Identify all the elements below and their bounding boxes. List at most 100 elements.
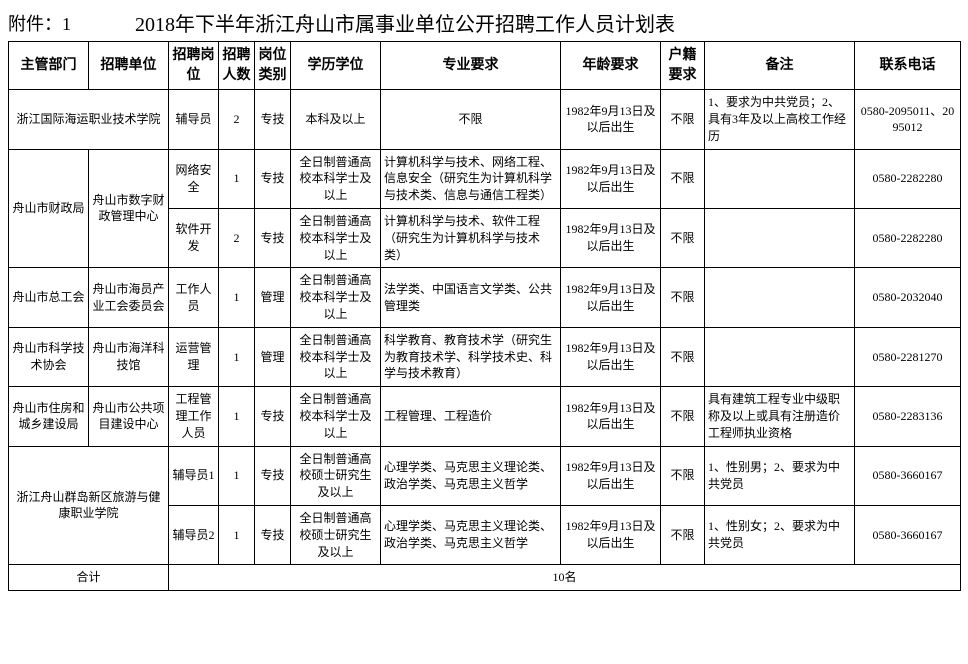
cell-num: 1 bbox=[219, 327, 255, 386]
cell-edu: 全日制普通高校硕士研究生及以上 bbox=[291, 505, 381, 564]
cell-phone: 0580-2282280 bbox=[855, 149, 961, 208]
table-row: 舟山市住房和城乡建设局 舟山市公共项目建设中心 工程管理工作人员 1 专技 全日… bbox=[9, 387, 961, 446]
table-row: 舟山市科学技术协会 舟山市海洋科技馆 运营管理 1 管理 全日制普通高校本科学士… bbox=[9, 327, 961, 386]
col-phone: 联系电话 bbox=[855, 42, 961, 90]
col-cat: 岗位类别 bbox=[255, 42, 291, 90]
cell-unit: 舟山市海洋科技馆 bbox=[89, 327, 169, 386]
cell-major: 心理学类、马克思主义理论类、政治学类、马克思主义哲学 bbox=[381, 446, 561, 505]
cell-num: 1 bbox=[219, 387, 255, 446]
cell-age: 1982年9月13日及以后出生 bbox=[561, 149, 661, 208]
cell-age: 1982年9月13日及以后出生 bbox=[561, 327, 661, 386]
cell-edu: 全日制普通高校硕士研究生及以上 bbox=[291, 446, 381, 505]
cell-edu: 全日制普通高校本科学士及以上 bbox=[291, 149, 381, 208]
cell-age: 1982年9月13日及以后出生 bbox=[561, 268, 661, 327]
cell-phone: 0580-3660167 bbox=[855, 446, 961, 505]
header-row: 主管部门 招聘单位 招聘岗位 招聘人数 岗位类别 学历学位 专业要求 年龄要求 … bbox=[9, 42, 961, 90]
cell-note bbox=[705, 268, 855, 327]
total-label: 合计 bbox=[9, 565, 169, 591]
cell-age: 1982年9月13日及以后出生 bbox=[561, 387, 661, 446]
cell-num: 1 bbox=[219, 149, 255, 208]
col-num: 招聘人数 bbox=[219, 42, 255, 90]
cell-age: 1982年9月13日及以后出生 bbox=[561, 446, 661, 505]
cell-post: 网络安全 bbox=[169, 149, 219, 208]
cell-hukou: 不限 bbox=[661, 208, 705, 267]
col-edu: 学历学位 bbox=[291, 42, 381, 90]
cell-note: 具有建筑工程专业中级职称及以上或具有注册造价工程师执业资格 bbox=[705, 387, 855, 446]
cell-major: 不限 bbox=[381, 90, 561, 149]
cell-phone: 0580-2095011、2095012 bbox=[855, 90, 961, 149]
cell-cat: 管理 bbox=[255, 327, 291, 386]
cell-cat: 专技 bbox=[255, 90, 291, 149]
cell-dept: 舟山市住房和城乡建设局 bbox=[9, 387, 89, 446]
cell-major: 法学类、中国语言文学类、公共管理类 bbox=[381, 268, 561, 327]
cell-post: 工程管理工作人员 bbox=[169, 387, 219, 446]
cell-note bbox=[705, 327, 855, 386]
col-hukou: 户籍要求 bbox=[661, 42, 705, 90]
cell-num: 1 bbox=[219, 446, 255, 505]
cell-post: 辅导员2 bbox=[169, 505, 219, 564]
cell-hukou: 不限 bbox=[661, 149, 705, 208]
cell-cat: 专技 bbox=[255, 505, 291, 564]
cell-dept: 舟山市财政局 bbox=[9, 149, 89, 268]
cell-note: 1、性别男；2、要求为中共党员 bbox=[705, 446, 855, 505]
cell-num: 1 bbox=[219, 268, 255, 327]
cell-post: 工作人员 bbox=[169, 268, 219, 327]
cell-phone: 0580-3660167 bbox=[855, 505, 961, 564]
cell-major: 心理学类、马克思主义理论类、政治学类、马克思主义哲学 bbox=[381, 505, 561, 564]
cell-major: 科学教育、教育技术学（研究生为教育技术学、科学技术史、科学与技术教育） bbox=[381, 327, 561, 386]
total-value: 10名 bbox=[169, 565, 961, 591]
total-row: 合计 10名 bbox=[9, 565, 961, 591]
cell-unit: 舟山市海员产业工会委员会 bbox=[89, 268, 169, 327]
cell-unit: 舟山市数字财政管理中心 bbox=[89, 149, 169, 268]
page-title: 2018年下半年浙江舟山市属事业单位公开招聘工作人员计划表 bbox=[135, 8, 675, 37]
col-age: 年龄要求 bbox=[561, 42, 661, 90]
table-row: 浙江舟山群岛新区旅游与健康职业学院 辅导员1 1 专技 全日制普通高校硕士研究生… bbox=[9, 446, 961, 505]
table-row: 浙江国际海运职业技术学院 辅导员 2 专技 本科及以上 不限 1982年9月13… bbox=[9, 90, 961, 149]
cell-edu: 本科及以上 bbox=[291, 90, 381, 149]
title-row: 附件：1 2018年下半年浙江舟山市属事业单位公开招聘工作人员计划表 bbox=[8, 8, 960, 37]
cell-post: 辅导员 bbox=[169, 90, 219, 149]
cell-post: 软件开发 bbox=[169, 208, 219, 267]
cell-cat: 管理 bbox=[255, 268, 291, 327]
attachment-label: 附件：1 bbox=[8, 10, 71, 36]
cell-note bbox=[705, 149, 855, 208]
recruitment-table: 主管部门 招聘单位 招聘岗位 招聘人数 岗位类别 学历学位 专业要求 年龄要求 … bbox=[8, 41, 961, 591]
cell-edu: 全日制普通高校本科学士及以上 bbox=[291, 327, 381, 386]
cell-major: 计算机科学与技术、软件工程（研究生为计算机科学与技术类） bbox=[381, 208, 561, 267]
cell-cat: 专技 bbox=[255, 446, 291, 505]
cell-phone: 0580-2032040 bbox=[855, 268, 961, 327]
cell-edu: 全日制普通高校本科学士及以上 bbox=[291, 268, 381, 327]
cell-dept: 浙江舟山群岛新区旅游与健康职业学院 bbox=[9, 446, 169, 565]
col-note: 备注 bbox=[705, 42, 855, 90]
cell-age: 1982年9月13日及以后出生 bbox=[561, 505, 661, 564]
cell-num: 2 bbox=[219, 90, 255, 149]
cell-dept: 舟山市科学技术协会 bbox=[9, 327, 89, 386]
cell-note bbox=[705, 208, 855, 267]
cell-hukou: 不限 bbox=[661, 505, 705, 564]
cell-cat: 专技 bbox=[255, 387, 291, 446]
cell-cat: 专技 bbox=[255, 149, 291, 208]
cell-hukou: 不限 bbox=[661, 327, 705, 386]
cell-hukou: 不限 bbox=[661, 387, 705, 446]
cell-age: 1982年9月13日及以后出生 bbox=[561, 90, 661, 149]
cell-hukou: 不限 bbox=[661, 446, 705, 505]
table-row: 舟山市财政局 舟山市数字财政管理中心 网络安全 1 专技 全日制普通高校本科学士… bbox=[9, 149, 961, 208]
cell-phone: 0580-2283136 bbox=[855, 387, 961, 446]
cell-note: 1、要求为中共党员；2、具有3年及以上高校工作经历 bbox=[705, 90, 855, 149]
cell-num: 2 bbox=[219, 208, 255, 267]
col-major: 专业要求 bbox=[381, 42, 561, 90]
cell-cat: 专技 bbox=[255, 208, 291, 267]
cell-edu: 全日制普通高校本科学士及以上 bbox=[291, 387, 381, 446]
col-post: 招聘岗位 bbox=[169, 42, 219, 90]
table-row: 舟山市总工会 舟山市海员产业工会委员会 工作人员 1 管理 全日制普通高校本科学… bbox=[9, 268, 961, 327]
cell-phone: 0580-2282280 bbox=[855, 208, 961, 267]
cell-hukou: 不限 bbox=[661, 268, 705, 327]
cell-age: 1982年9月13日及以后出生 bbox=[561, 208, 661, 267]
cell-hukou: 不限 bbox=[661, 90, 705, 149]
cell-major: 计算机科学与技术、网络工程、信息安全（研究生为计算机科学与技术类、信息与通信工程… bbox=[381, 149, 561, 208]
cell-phone: 0580-2281270 bbox=[855, 327, 961, 386]
cell-edu: 全日制普通高校本科学士及以上 bbox=[291, 208, 381, 267]
cell-num: 1 bbox=[219, 505, 255, 564]
cell-post: 运营管理 bbox=[169, 327, 219, 386]
cell-post: 辅导员1 bbox=[169, 446, 219, 505]
